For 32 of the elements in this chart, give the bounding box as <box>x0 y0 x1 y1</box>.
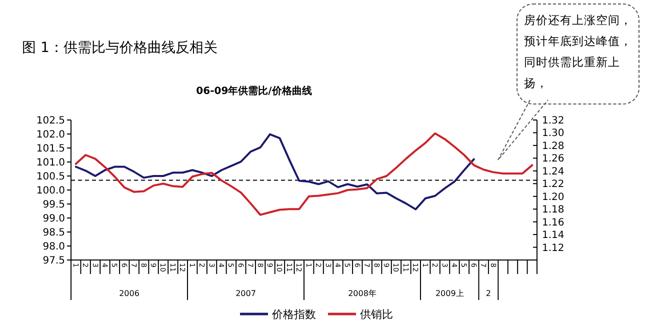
legend-label: 价格指数 <box>271 308 316 321</box>
y2-tick-label: 1.16 <box>542 217 564 228</box>
y2-tick-label: 1.28 <box>542 140 564 152</box>
text: 2007 <box>236 289 256 298</box>
legend-label: 供销比 <box>360 308 393 321</box>
y-tick-label: 102.0 <box>36 130 65 140</box>
y-tick-label: 99.5 <box>42 200 65 210</box>
text: 2009上 <box>435 289 464 298</box>
y2-tick-label: 1.20 <box>542 192 564 203</box>
y-tick-label: 102.5 <box>36 116 65 126</box>
text: 2008年 <box>348 289 376 298</box>
chart-subtitle: 图 1：供需比与价格曲线反相关 <box>22 40 218 56</box>
y-tick-label: 99.0 <box>42 214 65 224</box>
y-tick-label: 97.5 <box>42 256 65 266</box>
y-tick-label: 100.0 <box>36 186 65 196</box>
chart-title: 06-09年供需比/价格曲线 <box>196 85 312 97</box>
y2-tick-label: 1.18 <box>542 204 564 216</box>
y2-tick-label: 1.14 <box>542 230 564 242</box>
y-tick-label: 98.0 <box>42 242 65 252</box>
y2-tick-label: 1.24 <box>542 166 564 178</box>
y2-tick-label: 1.26 <box>542 154 564 165</box>
text: 2006 <box>119 289 140 298</box>
y-tick-label: 101.5 <box>36 144 65 154</box>
text: 房价还有上涨空间，预计年底到达峰值，同时供需比重新上扬， <box>524 12 633 92</box>
y2-tick-label: 1.22 <box>542 179 564 190</box>
y2-tick-label: 1.32 <box>542 116 564 126</box>
y-tick-label: 98.5 <box>42 228 65 238</box>
y-tick-label: 101.0 <box>36 158 65 168</box>
y2-tick-label: 1.12 <box>542 242 564 254</box>
y2-tick-label: 1.30 <box>542 128 564 140</box>
y-tick-label: 100.5 <box>36 172 65 182</box>
text: 2 <box>486 289 492 298</box>
